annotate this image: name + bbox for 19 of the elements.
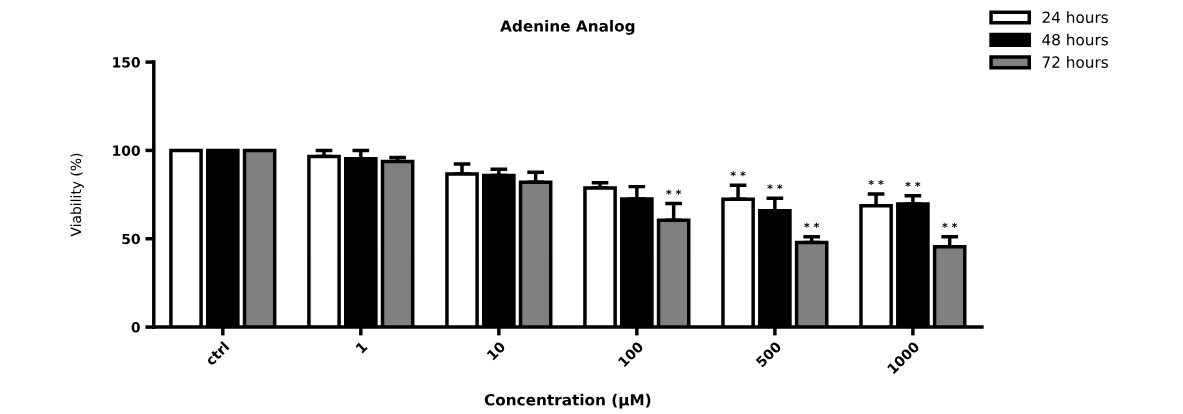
data-label: * *	[767, 184, 783, 190]
x-tick-label: 10	[486, 340, 506, 361]
y-tick-label: 0	[131, 322, 140, 333]
y-axis-title: Viability (%)	[70, 153, 84, 237]
y-tick-label: 50	[122, 233, 140, 245]
data-label: * *	[905, 181, 921, 187]
x-tick-label: 1	[355, 341, 368, 354]
legend-label: 72 hours	[1042, 56, 1108, 68]
legend-label: 24 hours	[1042, 11, 1108, 24]
data-label: * *	[804, 222, 820, 228]
y-tick-label: 100	[113, 145, 140, 156]
x-axis-title: Concentration (µM)	[484, 393, 651, 409]
y-tick-label: 150	[113, 57, 140, 68]
data-label: * *	[868, 179, 884, 186]
data-label: * *	[666, 189, 682, 195]
data-label: * *	[942, 222, 958, 228]
legend-label: 48 hours	[1042, 33, 1108, 46]
data-label: * *	[730, 171, 746, 177]
chart-title: Adenine Analog	[500, 19, 635, 35]
